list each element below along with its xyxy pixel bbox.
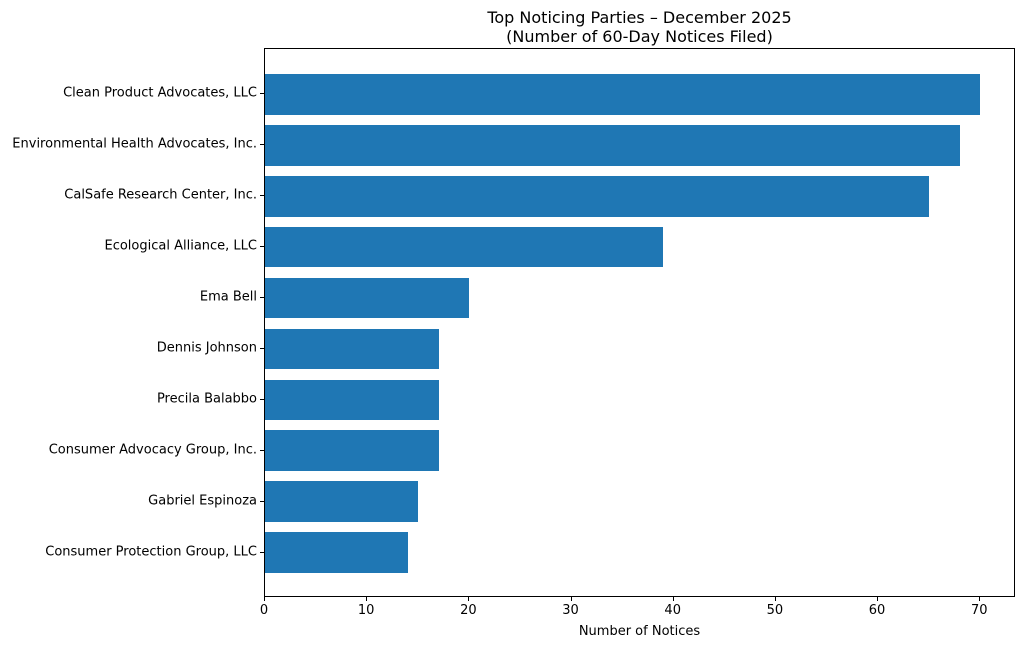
plot-area [264, 48, 1015, 597]
x-tick-mark [774, 597, 776, 601]
x-tick-label: 10 [357, 603, 375, 618]
y-tick-mark [260, 246, 264, 248]
y-tick-label: Gabriel Espinoza [148, 493, 257, 509]
y-tick-mark [260, 449, 264, 451]
y-tick-label: Consumer Protection Group, LLC [45, 544, 257, 560]
y-tick-label: Clean Product Advocates, LLC [63, 85, 257, 101]
x-tick-label: 50 [766, 603, 784, 618]
x-tick-label: 0 [259, 603, 269, 618]
x-tick-mark [979, 597, 981, 601]
x-tick-mark [366, 597, 368, 601]
x-tick-label: 30 [562, 603, 579, 618]
x-tick-mark [264, 597, 265, 601]
x-tick-label: 60 [868, 603, 886, 618]
bar [265, 73, 981, 115]
y-tick-label: CalSafe Research Center, Inc. [64, 187, 257, 203]
x-tick-label: 20 [460, 603, 477, 618]
bar [265, 532, 409, 574]
x-tick-mark [877, 597, 879, 601]
x-tick-mark [570, 597, 572, 601]
y-tick-label: Consumer Advocacy Group, Inc. [48, 442, 257, 458]
bar [265, 277, 470, 319]
y-tick-mark [260, 551, 264, 553]
bar [265, 430, 439, 472]
y-tick-label: Dennis Johnson [156, 340, 257, 356]
y-tick-mark [260, 398, 264, 400]
bar [265, 379, 439, 421]
bar [265, 124, 960, 166]
x-tick-label: 70 [970, 603, 988, 618]
y-tick-mark [260, 195, 264, 197]
bar [265, 328, 439, 370]
y-tick-label: Environmental Health Advocates, Inc. [12, 136, 257, 152]
y-tick-mark [260, 347, 264, 349]
y-tick-mark [260, 93, 264, 95]
y-tick-mark [260, 297, 264, 299]
y-tick-label: Ecological Alliance, LLC [104, 238, 257, 254]
y-axis-labels: Clean Product Advocates, LLC Environmenta… [0, 48, 257, 597]
chart-title: Top Noticing Parties – December 2025 (Nu… [264, 8, 1015, 46]
bar [265, 226, 664, 268]
x-tick-label: 40 [664, 603, 681, 618]
bar [265, 481, 419, 523]
x-axis-label: Number of Notices [578, 624, 701, 639]
chart-title-line1: Top Noticing Parties – December 2025 [487, 8, 792, 27]
y-tick-label: Ema Bell [199, 289, 257, 305]
x-tick-mark [468, 597, 470, 601]
y-tick-label: Precila Balabbo [156, 391, 257, 407]
y-tick-mark [260, 144, 264, 146]
y-tick-mark [260, 500, 264, 502]
bar [265, 175, 930, 217]
chart-title-line2: (Number of 60-Day Notices Filed) [506, 27, 773, 46]
x-tick-mark [672, 597, 674, 601]
